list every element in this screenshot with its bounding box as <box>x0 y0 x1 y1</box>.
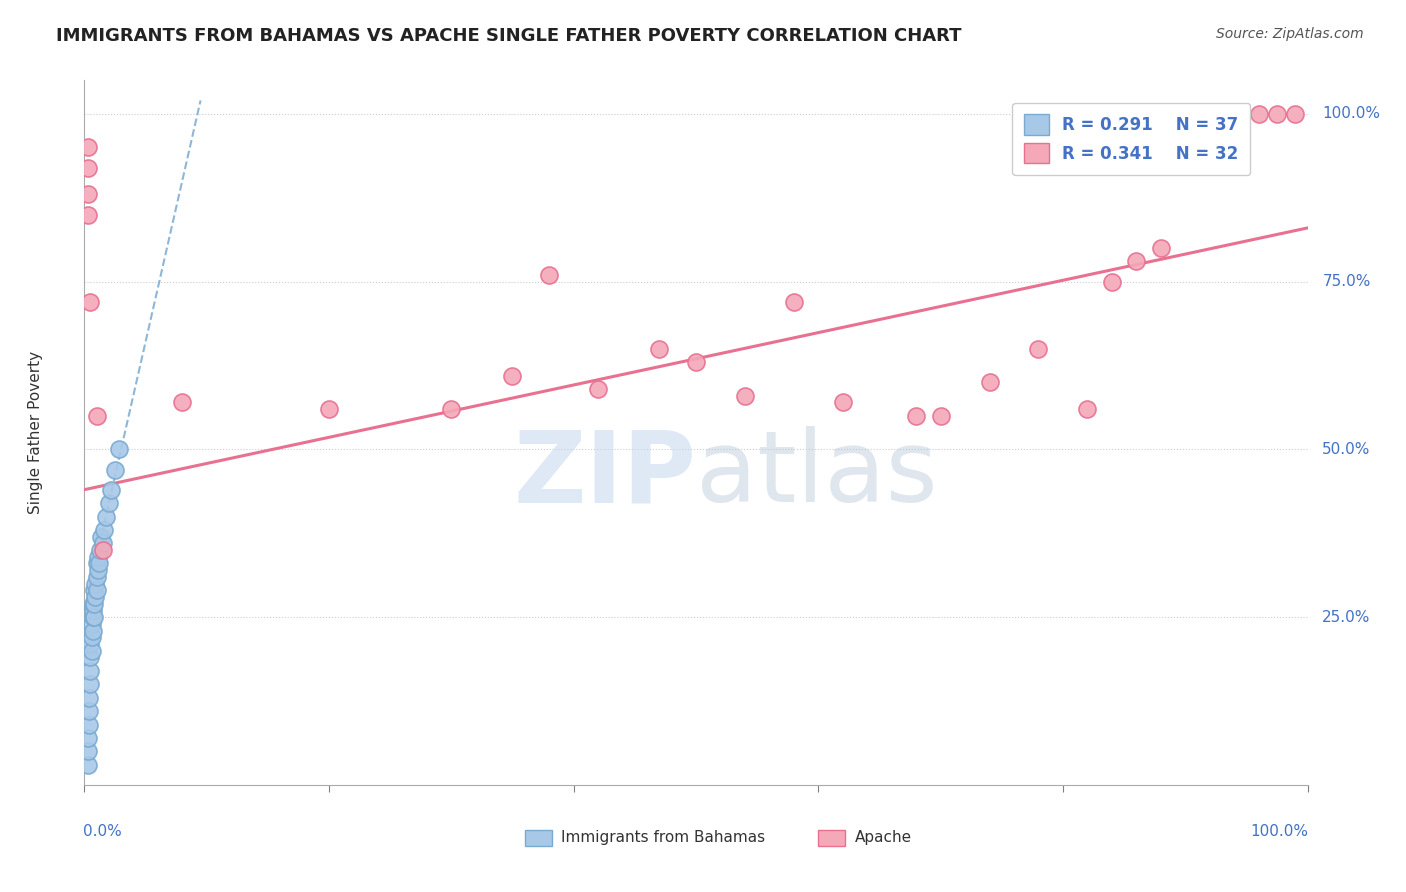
Point <box>685 355 707 369</box>
Point <box>1125 254 1147 268</box>
Point <box>86 583 108 598</box>
Point <box>79 650 101 665</box>
Point <box>1247 107 1270 121</box>
Text: atlas: atlas <box>696 426 938 524</box>
Point <box>96 509 118 524</box>
Point <box>91 543 114 558</box>
Point <box>87 557 110 571</box>
Point <box>93 523 115 537</box>
Point <box>77 207 100 221</box>
Bar <box>818 830 845 846</box>
Point <box>86 557 108 571</box>
Point <box>734 389 756 403</box>
Point <box>83 597 105 611</box>
Point <box>87 563 110 577</box>
Point <box>77 690 100 705</box>
Point <box>77 757 100 772</box>
Point <box>107 442 129 457</box>
Point <box>648 342 671 356</box>
Point <box>80 644 103 658</box>
Point <box>87 549 110 564</box>
Point <box>91 536 114 550</box>
Point <box>84 590 107 604</box>
Point <box>77 187 100 202</box>
Point <box>586 382 609 396</box>
Text: 0.0%: 0.0% <box>83 823 122 838</box>
Point <box>979 376 1001 390</box>
Point <box>80 616 103 631</box>
Point <box>831 395 853 409</box>
Point <box>440 402 463 417</box>
Text: IMMIGRANTS FROM BAHAMAS VS APACHE SINGLE FATHER POVERTY CORRELATION CHART: IMMIGRANTS FROM BAHAMAS VS APACHE SINGLE… <box>56 27 962 45</box>
Text: 25.0%: 25.0% <box>1322 609 1371 624</box>
Point <box>79 664 101 678</box>
Point <box>538 268 561 282</box>
Point <box>1028 342 1050 356</box>
Point <box>86 409 108 423</box>
Text: 100.0%: 100.0% <box>1251 823 1309 838</box>
Point <box>104 462 127 476</box>
Point <box>77 140 100 154</box>
Point <box>1174 107 1197 121</box>
Point <box>89 543 111 558</box>
Point <box>318 402 340 417</box>
Text: 100.0%: 100.0% <box>1322 106 1381 121</box>
Text: Single Father Poverty: Single Father Poverty <box>28 351 44 514</box>
Point <box>100 483 122 497</box>
Text: ZIP: ZIP <box>513 426 696 524</box>
Text: Apache: Apache <box>855 830 912 846</box>
Point <box>82 610 104 624</box>
Point <box>77 161 100 175</box>
Point <box>1076 402 1098 417</box>
Point <box>172 395 194 409</box>
Text: 50.0%: 50.0% <box>1322 442 1371 457</box>
Point <box>84 576 107 591</box>
Point <box>905 409 928 423</box>
Point <box>79 294 101 309</box>
Point <box>1284 107 1306 121</box>
Text: Immigrants from Bahamas: Immigrants from Bahamas <box>561 830 765 846</box>
Point <box>82 624 104 638</box>
Point <box>79 677 101 691</box>
Point <box>1150 241 1173 255</box>
Point <box>90 530 112 544</box>
Point <box>82 603 104 617</box>
Point <box>783 294 806 309</box>
Point <box>86 570 108 584</box>
Point <box>77 731 100 745</box>
Point <box>77 717 100 731</box>
Bar <box>524 830 551 846</box>
Text: 75.0%: 75.0% <box>1322 274 1371 289</box>
Point <box>1101 275 1123 289</box>
Point <box>77 704 100 718</box>
Point <box>83 583 105 598</box>
Point <box>502 368 524 383</box>
Point <box>1198 107 1220 121</box>
Text: Source: ZipAtlas.com: Source: ZipAtlas.com <box>1216 27 1364 41</box>
Point <box>97 496 120 510</box>
Point <box>82 597 104 611</box>
Point <box>929 409 952 423</box>
Legend: R = 0.291    N = 37, R = 0.341    N = 32: R = 0.291 N = 37, R = 0.341 N = 32 <box>1012 103 1250 175</box>
Point <box>77 744 100 758</box>
Point <box>1223 107 1246 121</box>
Point <box>79 637 101 651</box>
Point <box>80 630 103 644</box>
Point <box>1265 107 1288 121</box>
Point <box>83 610 105 624</box>
